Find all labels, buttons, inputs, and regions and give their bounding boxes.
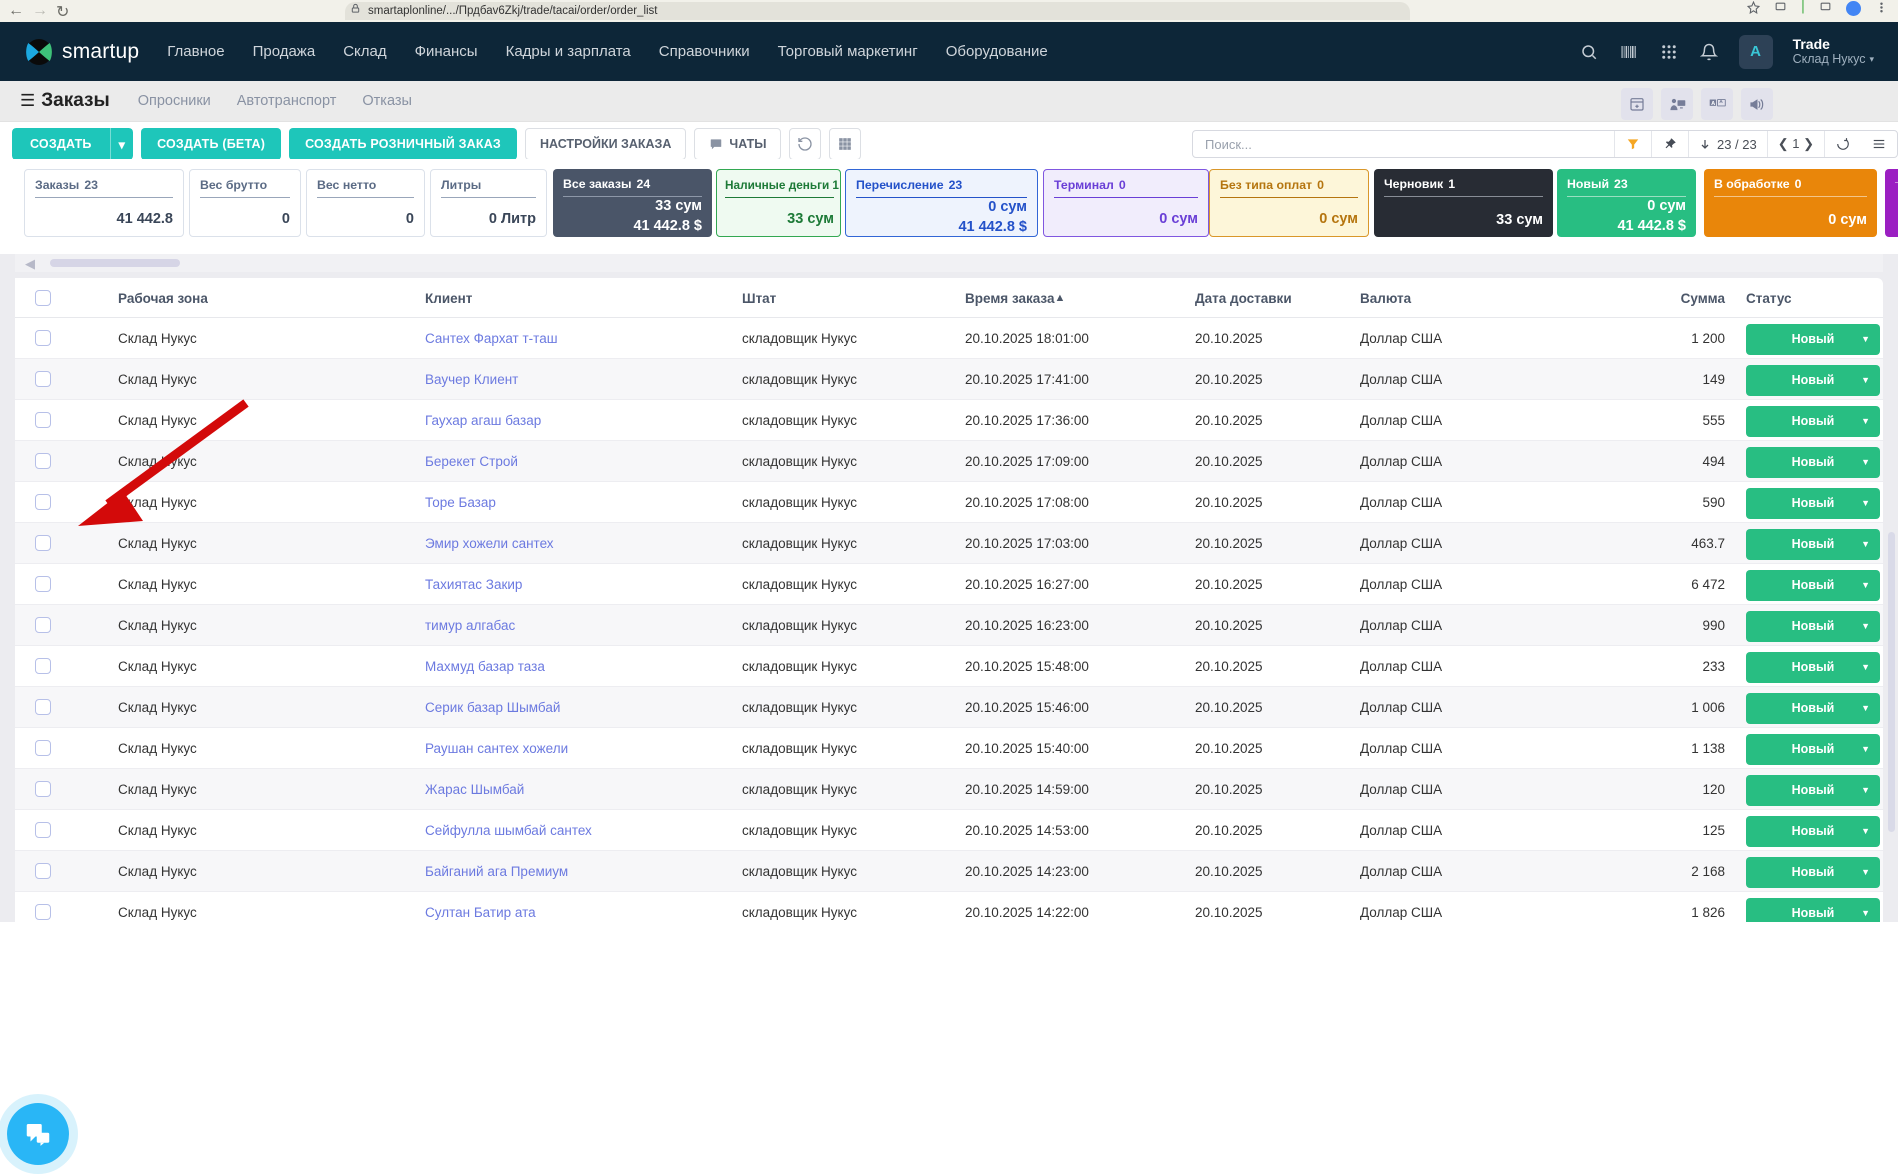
svg-text:A: A [1711,100,1715,106]
